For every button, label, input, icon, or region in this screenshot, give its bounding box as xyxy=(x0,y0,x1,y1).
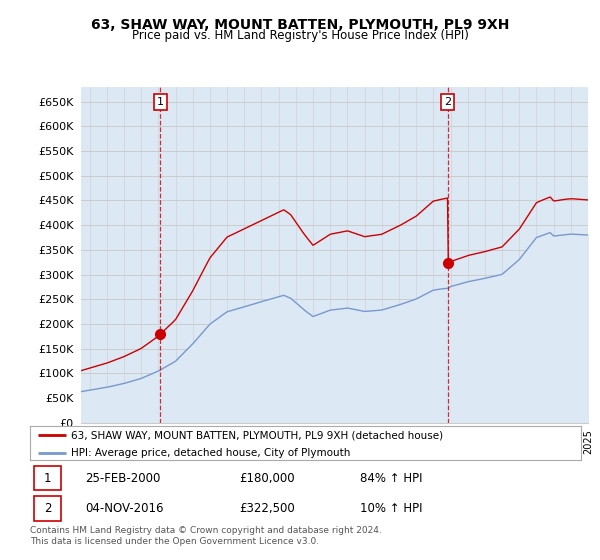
Text: 84% ↑ HPI: 84% ↑ HPI xyxy=(361,472,423,485)
Text: 63, SHAW WAY, MOUNT BATTEN, PLYMOUTH, PL9 9XH (detached house): 63, SHAW WAY, MOUNT BATTEN, PLYMOUTH, PL… xyxy=(71,430,443,440)
Text: 2: 2 xyxy=(44,502,52,515)
Text: 2: 2 xyxy=(444,97,451,107)
Text: £180,000: £180,000 xyxy=(239,472,295,485)
Text: HPI: Average price, detached house, City of Plymouth: HPI: Average price, detached house, City… xyxy=(71,447,350,458)
Text: 04-NOV-2016: 04-NOV-2016 xyxy=(85,502,164,515)
Text: 1: 1 xyxy=(44,472,52,485)
Text: Contains HM Land Registry data © Crown copyright and database right 2024.
This d: Contains HM Land Registry data © Crown c… xyxy=(30,526,382,546)
Text: 1: 1 xyxy=(157,97,164,107)
Text: 63, SHAW WAY, MOUNT BATTEN, PLYMOUTH, PL9 9XH: 63, SHAW WAY, MOUNT BATTEN, PLYMOUTH, PL… xyxy=(91,18,509,32)
Text: Price paid vs. HM Land Registry's House Price Index (HPI): Price paid vs. HM Land Registry's House … xyxy=(131,29,469,42)
Text: 25-FEB-2000: 25-FEB-2000 xyxy=(85,472,160,485)
FancyBboxPatch shape xyxy=(34,466,61,491)
FancyBboxPatch shape xyxy=(34,496,61,521)
Text: 10% ↑ HPI: 10% ↑ HPI xyxy=(361,502,423,515)
Text: £322,500: £322,500 xyxy=(239,502,295,515)
